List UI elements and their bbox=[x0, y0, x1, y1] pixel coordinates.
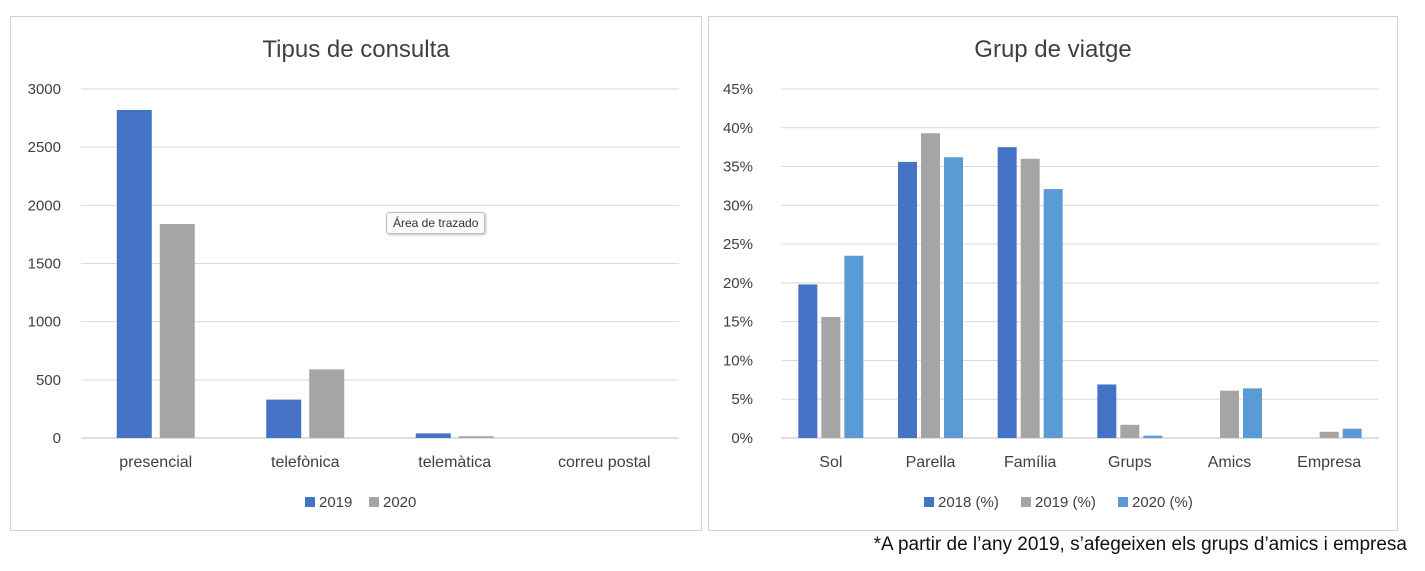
tooltip-plot-area: Área de trazado bbox=[386, 212, 486, 234]
bar-2020 bbox=[458, 436, 494, 438]
bar-2020 bbox=[159, 223, 195, 438]
bar-2019 bbox=[1120, 424, 1140, 438]
legend-swatch bbox=[369, 497, 379, 507]
bar-2018 bbox=[1097, 384, 1117, 438]
chart-title: Grup de viatge bbox=[974, 36, 1131, 63]
bar-2020 bbox=[309, 369, 345, 438]
x-category-label: telemàtica bbox=[418, 454, 491, 471]
y-tick-label: 10% bbox=[723, 352, 753, 369]
x-category-label: telefònica bbox=[271, 454, 340, 471]
y-tick-label: 1000 bbox=[28, 314, 61, 331]
x-category-label: correu postal bbox=[558, 454, 651, 471]
bar-2019 bbox=[266, 399, 302, 438]
y-tick-label: 35% bbox=[723, 159, 753, 176]
bar-2020 bbox=[1043, 189, 1063, 438]
bar-2020 bbox=[1243, 388, 1262, 438]
bar-2020 bbox=[944, 157, 963, 438]
bar-2018 bbox=[997, 147, 1017, 438]
legend-swatch bbox=[1118, 497, 1128, 507]
y-tick-label: 3000 bbox=[28, 81, 61, 98]
y-tick-label: 1500 bbox=[28, 256, 61, 273]
chart-panel-tipus-consulta[interactable]: Tipus de consulta 0 500 1000 1500 2000 2500 300… bbox=[10, 16, 702, 531]
bar-2018 bbox=[798, 284, 818, 438]
y-tick-label: 45% bbox=[723, 81, 753, 98]
legend-label: 2018 (%) bbox=[938, 494, 999, 511]
y-tick-label: 2500 bbox=[28, 139, 61, 156]
bar-2020 bbox=[844, 255, 864, 438]
bar-2019 bbox=[415, 433, 451, 438]
y-tick-label: 500 bbox=[36, 372, 61, 389]
y-tick-label: 15% bbox=[723, 314, 753, 331]
y-tick-label: 0 bbox=[53, 430, 61, 447]
legend-swatch bbox=[1021, 497, 1031, 507]
legend-label: 2019 bbox=[319, 494, 352, 511]
bar-2019 bbox=[1220, 390, 1239, 438]
legend-swatch bbox=[924, 497, 934, 507]
bar-2019 bbox=[1319, 431, 1339, 438]
x-category-label: Amics bbox=[1208, 454, 1252, 471]
x-category-label: Família bbox=[1004, 454, 1057, 471]
x-category-label: Empresa bbox=[1297, 454, 1361, 471]
y-tick-label: 0% bbox=[731, 430, 753, 447]
footnote: *A partir de l’any 2019, s’afegeixen els… bbox=[873, 534, 1407, 555]
x-category-label: Grups bbox=[1108, 454, 1152, 471]
legend-label: 2020 (%) bbox=[1132, 494, 1193, 511]
y-tick-label: 5% bbox=[731, 391, 753, 408]
bar-2019 bbox=[116, 109, 152, 438]
y-tick-label: 30% bbox=[723, 197, 753, 214]
chart-tipus-consulta: Tipus de consulta 0 500 1000 1500 2000 2500 300… bbox=[28, 36, 679, 511]
chart-panel-grup-viatge[interactable]: Grup de viatge 0% 5% 10% 15% 20% 25% 30% 35% 40% 4… bbox=[708, 16, 1398, 531]
chart-grup-viatge: Grup de viatge 0% 5% 10% 15% 20% 25% 30% 35% 40% 4… bbox=[723, 36, 1379, 511]
y-tick-label: 25% bbox=[723, 236, 753, 253]
bar-2020 bbox=[1342, 428, 1362, 438]
bar-2018 bbox=[898, 161, 917, 438]
bar-2019 bbox=[821, 317, 841, 438]
y-tick-label: 40% bbox=[723, 120, 753, 137]
legend-label: 2020 bbox=[383, 494, 416, 511]
x-category-label: presencial bbox=[119, 454, 192, 471]
y-tick-label: 20% bbox=[723, 275, 753, 292]
bar-2019 bbox=[921, 133, 940, 438]
bar-2019 bbox=[1020, 158, 1040, 439]
chart-title: Tipus de consulta bbox=[262, 36, 450, 63]
bar-2020 bbox=[1143, 435, 1163, 438]
legend-label: 2019 (%) bbox=[1035, 494, 1096, 511]
y-tick-label: 2000 bbox=[28, 197, 61, 214]
legend-swatch bbox=[305, 497, 315, 507]
x-category-label: Sol bbox=[819, 454, 842, 471]
x-category-label: Parella bbox=[906, 454, 956, 471]
